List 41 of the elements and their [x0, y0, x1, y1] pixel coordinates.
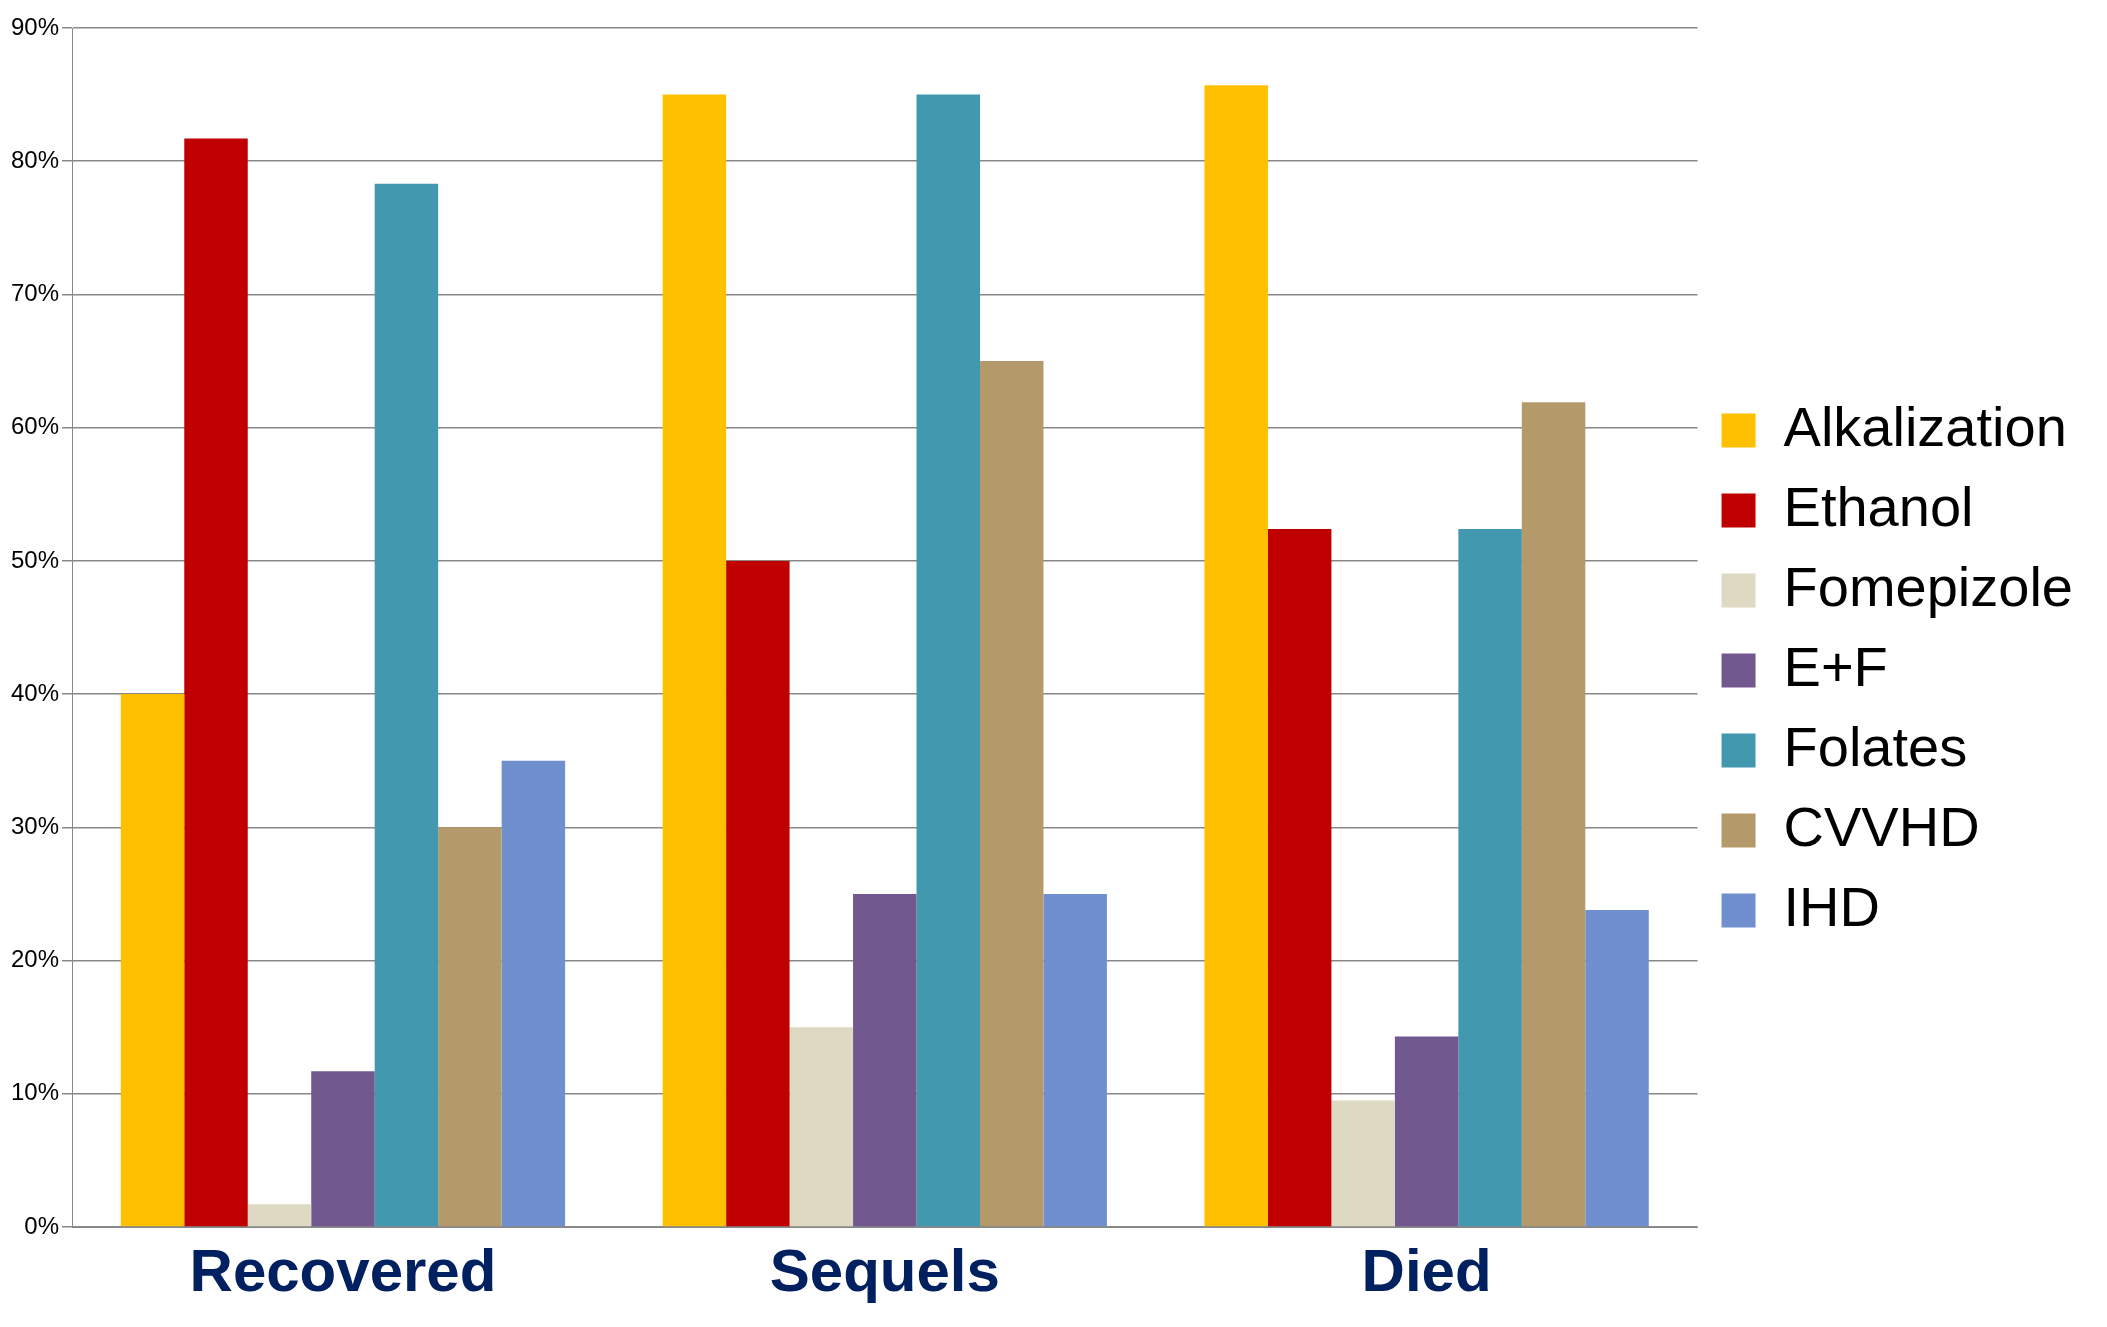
legend-label: Alkalization: [1783, 394, 2067, 458]
bar: [789, 1027, 854, 1227]
bar: [916, 94, 980, 1227]
legend-label: IHD: [1783, 874, 1880, 938]
y-tick-label: 90%: [10, 12, 60, 40]
y-tick-label: 80%: [10, 145, 60, 173]
y-tick-label: 50%: [10, 545, 60, 573]
bar: [1331, 1100, 1395, 1227]
bar: [1394, 1036, 1459, 1227]
legend-label: E+F: [1783, 634, 1888, 698]
y-tick-label: 10%: [10, 1078, 60, 1106]
bar: [311, 1071, 375, 1227]
bar: [726, 560, 790, 1227]
x-tick-label: Died: [1361, 1236, 1492, 1304]
legend-label: CVVHD: [1783, 794, 1980, 858]
x-tick-label: Sequels: [769, 1236, 1000, 1304]
y-tick-label: 30%: [10, 811, 60, 839]
y-tick-label: 60%: [10, 412, 60, 440]
x-tick-label: Recovered: [189, 1236, 497, 1304]
bar: [1267, 528, 1332, 1227]
bar: [1458, 528, 1522, 1227]
legend-label: Ethanol: [1783, 474, 1974, 538]
bar: [247, 1204, 312, 1227]
bar: [120, 694, 185, 1227]
y-tick-label: 0%: [24, 1211, 60, 1239]
bar: [438, 827, 502, 1227]
bar: [374, 183, 439, 1227]
bar: [1521, 402, 1586, 1227]
bar: [662, 94, 727, 1227]
legend-label: Fomepizole: [1783, 554, 2074, 618]
legend-label: Folates: [1783, 714, 1968, 778]
bar: [980, 361, 1044, 1227]
y-tick-label: 70%: [10, 279, 60, 307]
bar: [1585, 909, 1649, 1227]
bar: [184, 138, 248, 1227]
y-tick-label: 40%: [10, 678, 60, 706]
bar: [501, 760, 566, 1227]
bar: [1043, 893, 1107, 1227]
y-tick-label: 20%: [10, 945, 60, 973]
bar: [853, 893, 917, 1227]
bar: [1204, 85, 1268, 1227]
